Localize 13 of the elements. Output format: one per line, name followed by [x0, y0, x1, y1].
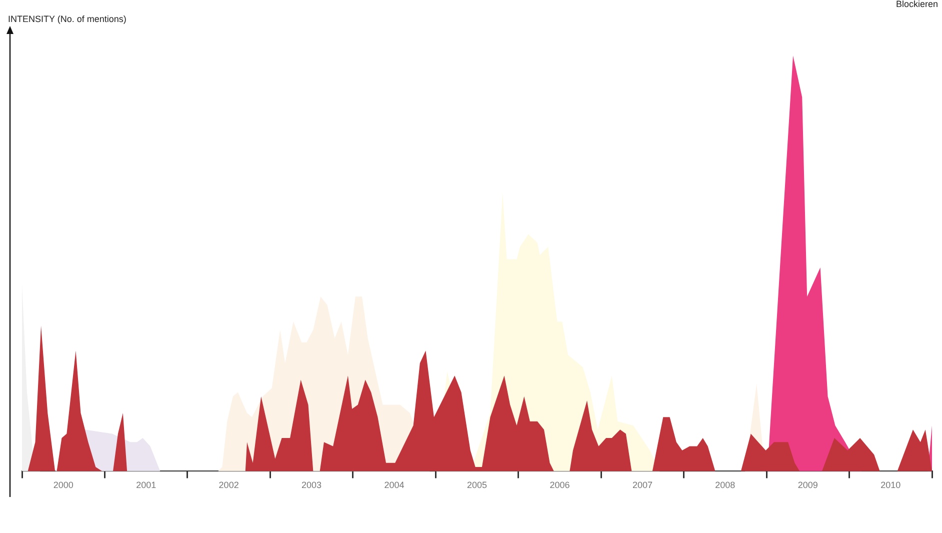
x-tick-label: 2004: [384, 480, 404, 490]
x-tick-label: 2009: [798, 480, 818, 490]
x-tick-label: 2003: [302, 480, 322, 490]
x-tick-label: 2002: [218, 480, 239, 490]
x-tick-label: 2006: [550, 480, 570, 490]
x-tick-label: 2010: [880, 480, 901, 490]
x-tick-label: 2000: [53, 480, 74, 490]
x-tick-label: 2007: [632, 480, 652, 490]
x-tick-label: 2001: [136, 480, 156, 490]
y-axis-title: INTENSITY (No. of mentions): [8, 14, 126, 24]
x-tick-label: 2008: [715, 480, 736, 490]
x-tick-label: 2005: [466, 480, 488, 490]
text: Blockieren: [896, 0, 938, 9]
